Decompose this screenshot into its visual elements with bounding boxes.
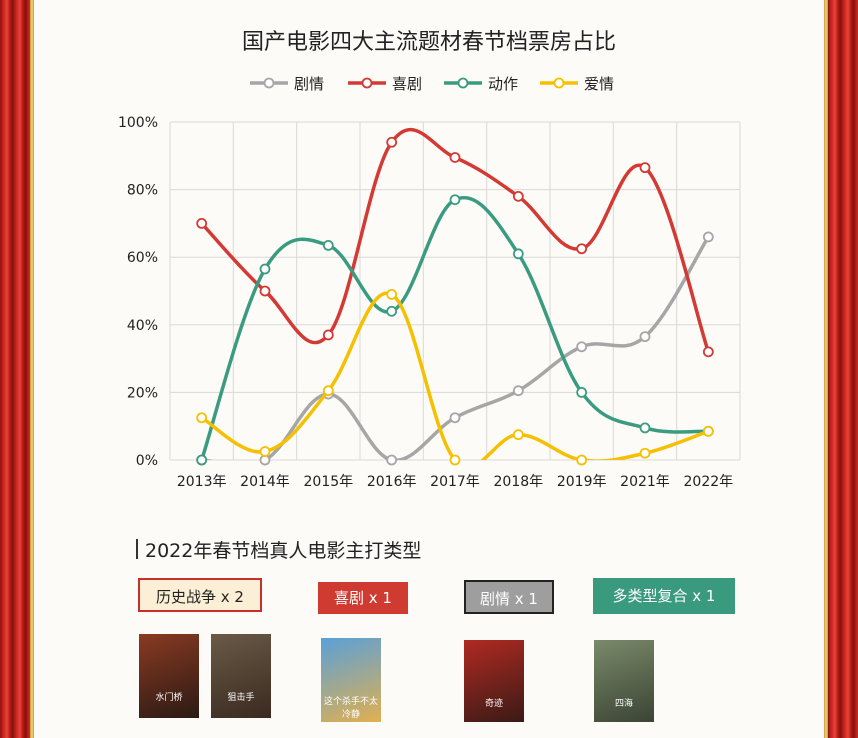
series-lines bbox=[196, 127, 714, 466]
chart-title: 国产电影四大主流题材春节档票房占比 bbox=[241, 30, 616, 55]
data-point bbox=[639, 162, 651, 174]
data-point bbox=[322, 329, 334, 341]
poster-image: 这个杀手不太冷静 bbox=[321, 638, 381, 722]
poster-caption: 狙击手 bbox=[227, 693, 255, 703]
data-point bbox=[449, 152, 461, 163]
legend: 剧情 喜剧 动作 爱情 bbox=[250, 75, 614, 93]
content-panel bbox=[34, 0, 824, 738]
data-point bbox=[259, 285, 271, 297]
data-point bbox=[386, 305, 398, 317]
data-point bbox=[449, 454, 461, 466]
tag-comedy: 喜剧 x 1 bbox=[318, 582, 408, 614]
x-tick-label: 2013年 bbox=[177, 474, 227, 490]
tag-drama: 剧情 x 1 bbox=[464, 580, 554, 614]
legend-label: 动作 bbox=[488, 75, 518, 93]
data-point bbox=[322, 239, 334, 251]
legend-label: 爱情 bbox=[584, 75, 614, 93]
data-point bbox=[702, 346, 714, 358]
legend-label: 剧情 bbox=[294, 75, 324, 93]
right-curtain bbox=[828, 0, 858, 738]
line-chart: 0%20%40%60%80%100% 2013年 2014年 2015年 2016年 2… bbox=[118, 75, 741, 490]
data-point bbox=[196, 217, 208, 229]
tag-history-war: 历史战争 x 2 bbox=[138, 578, 262, 612]
data-point bbox=[386, 136, 398, 148]
poster-caption: 这个杀手不太冷静 bbox=[323, 697, 378, 720]
data-point bbox=[196, 412, 208, 424]
data-point bbox=[639, 447, 651, 459]
series-line bbox=[200, 291, 709, 460]
section-title: 2022年春节档真人电影主打类型 bbox=[136, 536, 421, 563]
data-point bbox=[702, 425, 714, 437]
left-gold-trim bbox=[30, 0, 34, 738]
poster-image: 狙击手 bbox=[211, 634, 271, 718]
data-point bbox=[512, 385, 524, 397]
data-point bbox=[512, 248, 524, 260]
tag-multi-genre: 多类型复合 x 1 bbox=[593, 578, 735, 614]
poster-caption: 水门桥 bbox=[155, 693, 183, 703]
x-tick-label: 2018年 bbox=[494, 474, 544, 490]
legend-marker bbox=[263, 77, 275, 89]
data-point bbox=[576, 243, 588, 255]
legend-label: 喜剧 bbox=[392, 75, 422, 93]
y-tick-label: 60% bbox=[127, 250, 158, 266]
y-axis: 0% 20% 40% 60% 80% 100% bbox=[118, 115, 158, 469]
y-tick-label: 20% bbox=[127, 385, 158, 401]
data-point bbox=[259, 446, 271, 457]
poster-image: 水门桥 bbox=[139, 634, 199, 718]
series-line bbox=[201, 235, 710, 460]
data-point bbox=[386, 454, 398, 466]
poster-caption: 四海 bbox=[614, 699, 633, 709]
data-point bbox=[259, 263, 271, 275]
poster-image: 奇迹 bbox=[464, 640, 524, 722]
data-point bbox=[386, 288, 398, 300]
poster-caption: 奇迹 bbox=[484, 699, 503, 709]
right-gold-trim bbox=[824, 0, 828, 738]
y-tick-label: 0% bbox=[136, 453, 158, 469]
x-tick-label: 2014年 bbox=[240, 474, 290, 490]
x-tick-label: 2015年 bbox=[304, 474, 354, 490]
data-point bbox=[639, 331, 651, 343]
x-tick-label: 2017年 bbox=[430, 474, 480, 490]
y-tick-label: 80% bbox=[127, 183, 158, 199]
y-tick-label: 100% bbox=[118, 115, 158, 131]
data-point bbox=[702, 231, 714, 243]
poster-image: 四海 bbox=[594, 640, 654, 722]
legend-marker bbox=[553, 77, 565, 89]
data-point bbox=[322, 385, 334, 397]
left-curtain bbox=[0, 0, 30, 738]
data-point bbox=[576, 454, 588, 466]
data-point bbox=[639, 422, 651, 434]
legend-marker bbox=[361, 77, 373, 89]
data-point bbox=[449, 194, 461, 206]
data-point bbox=[576, 386, 588, 398]
y-tick-label: 40% bbox=[127, 318, 158, 334]
data-point bbox=[512, 190, 524, 202]
series-line bbox=[200, 127, 710, 353]
data-point bbox=[449, 412, 461, 424]
x-tick-label: 2022年 bbox=[684, 474, 734, 490]
legend-marker bbox=[457, 77, 469, 89]
data-point bbox=[512, 429, 524, 441]
data-point bbox=[576, 341, 588, 353]
x-tick-label: 2021年 bbox=[620, 474, 670, 490]
data-point bbox=[196, 454, 208, 466]
x-axis: 2013年 2014年 2015年 2016年 2017年 2018年 2019年 2021年… bbox=[177, 474, 733, 490]
x-tick-label: 2019年 bbox=[557, 474, 607, 490]
x-tick-label: 2016年 bbox=[367, 474, 417, 490]
